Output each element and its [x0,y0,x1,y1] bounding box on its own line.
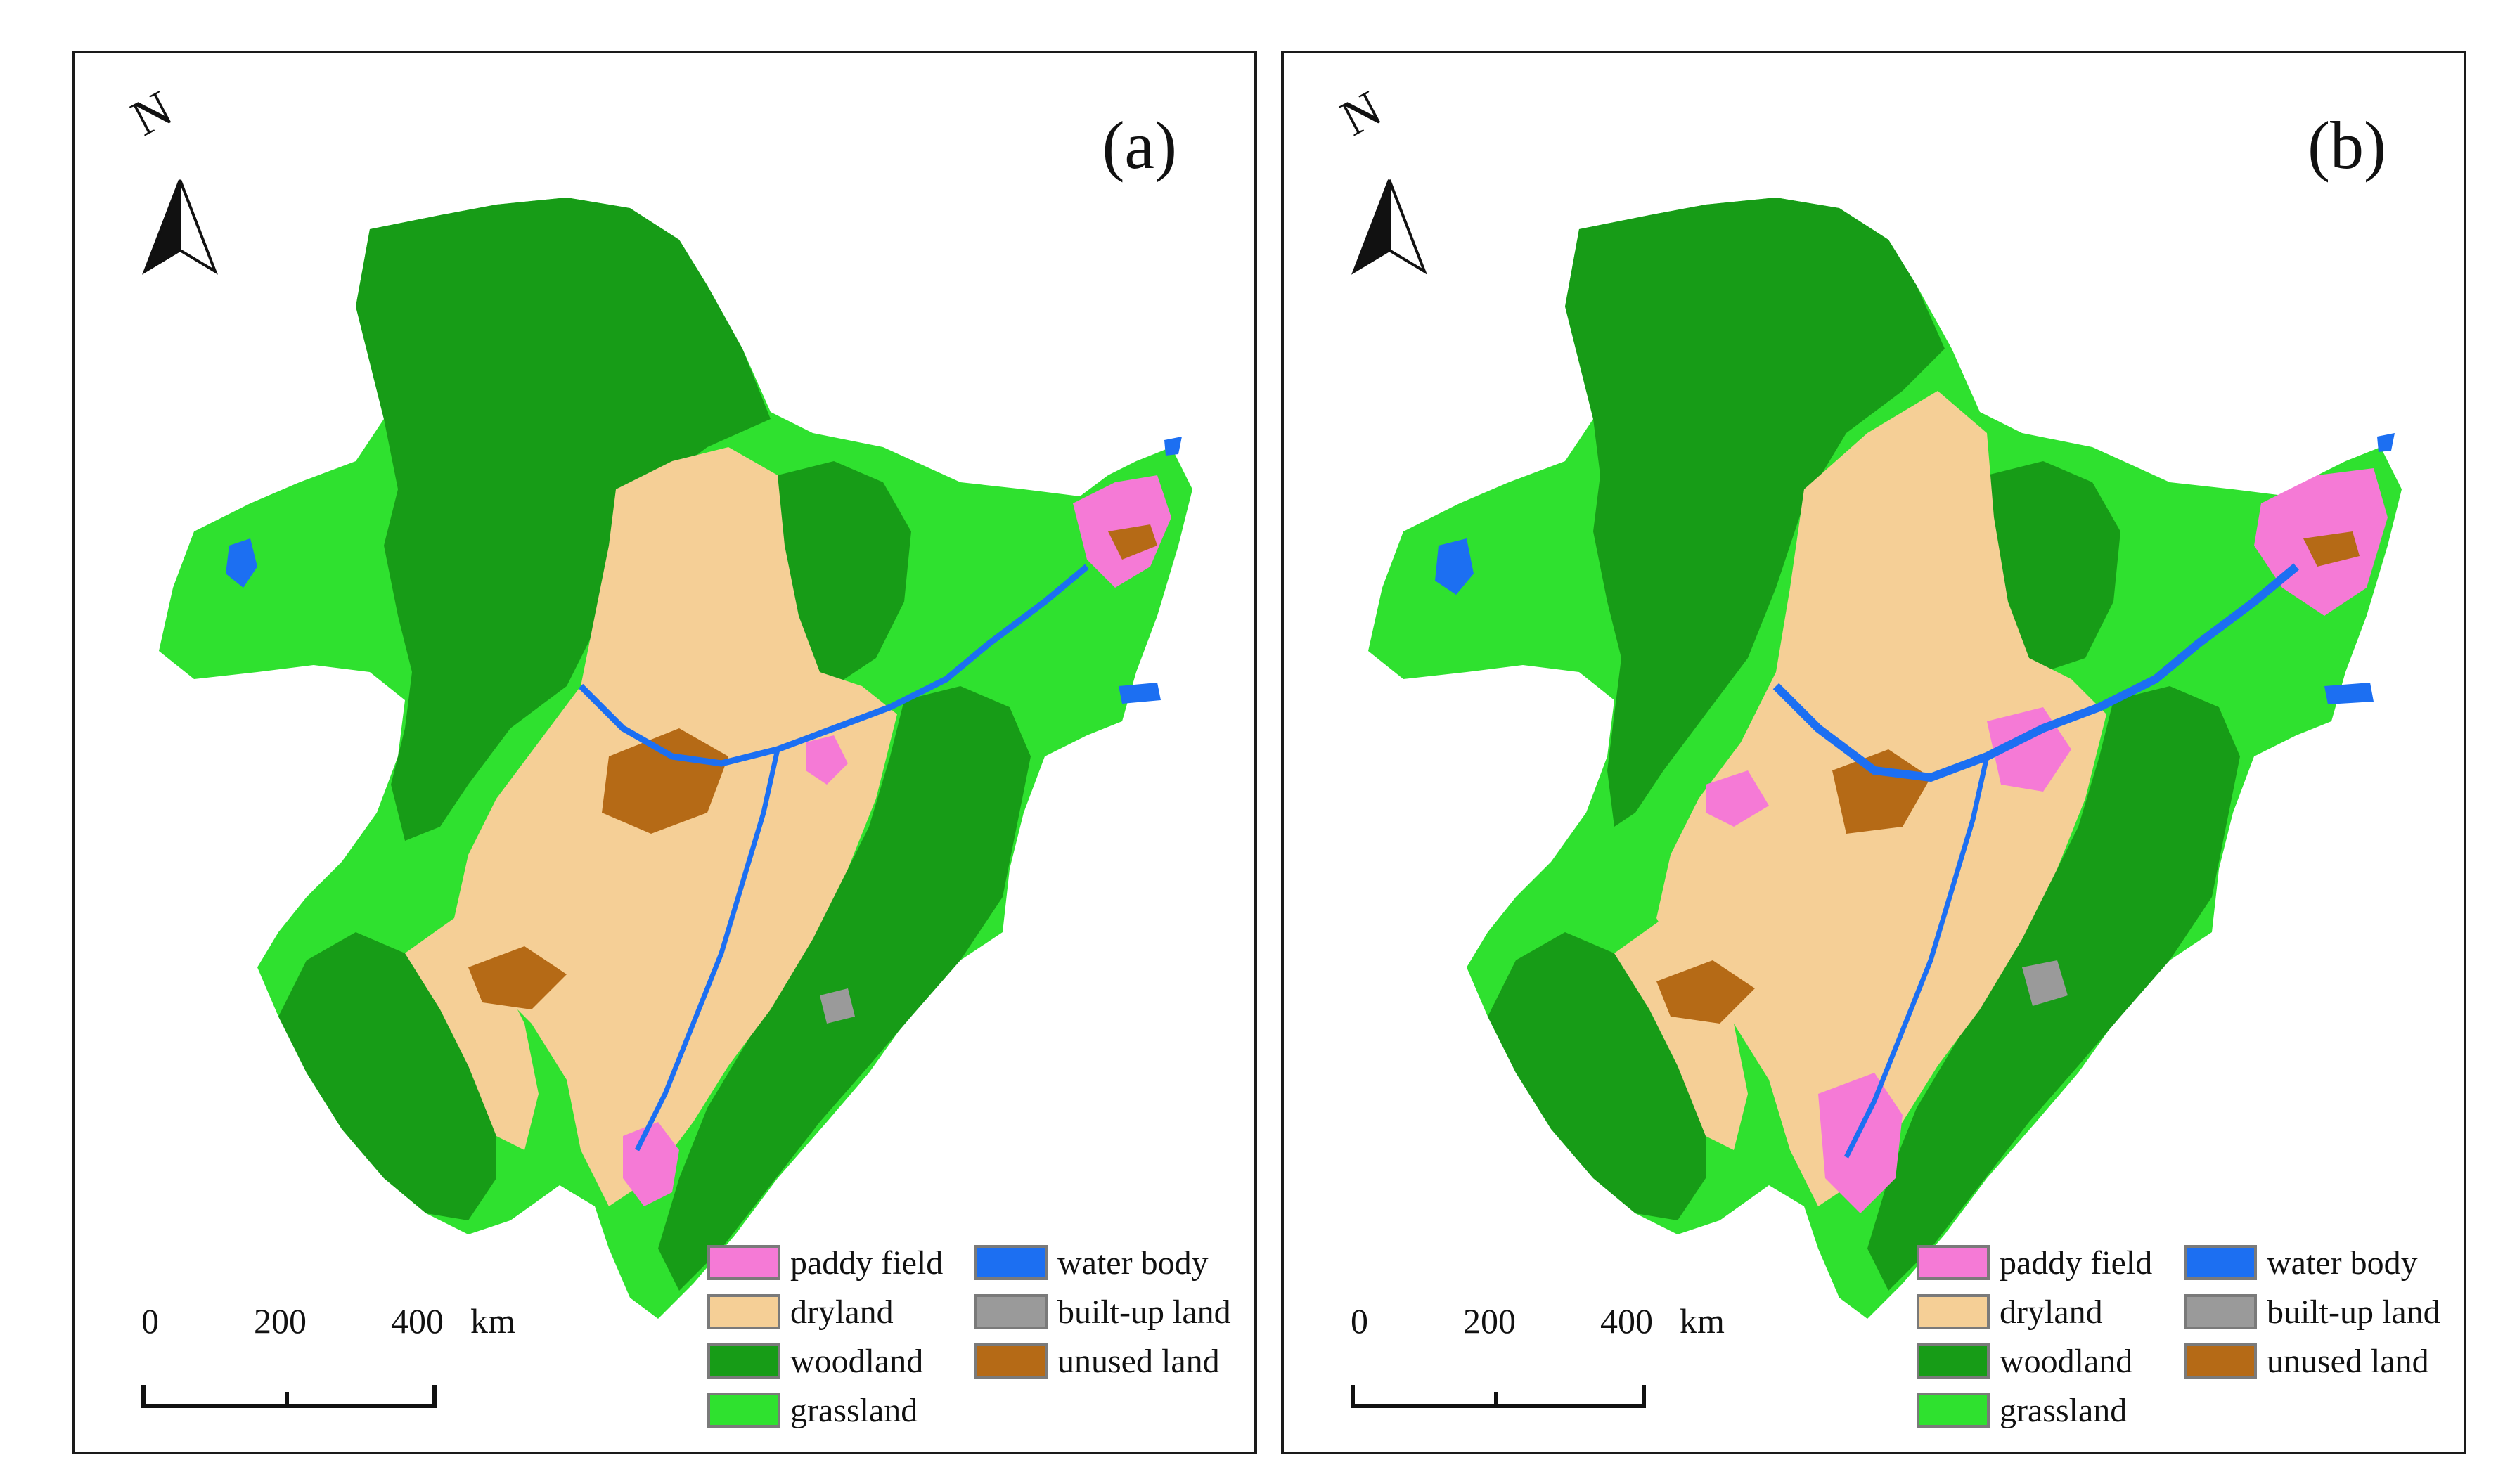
woodland-southwest [278,932,496,1220]
woodland-southwest [1488,932,1706,1220]
water-northeast [2377,433,2395,452]
legend-label: paddy field [790,1244,944,1282]
river-main [578,564,1089,767]
scale-bar: 0 200 400 km [1351,1301,1725,1427]
legend-item-paddy-field: paddy field [1917,1242,2152,1283]
legend-item-grassland: grassland [1917,1390,2127,1431]
builtup-patch [820,988,855,1024]
legend-label: dryland [790,1293,894,1331]
legend-item-dryland: dryland [707,1291,894,1332]
panel-label-b: (b) [2308,108,2386,183]
legend-item-built-up-land: built-up land [2184,1291,2440,1332]
legend-swatch [1917,1245,1990,1280]
land-use-map-b [1368,198,2402,1319]
legend-item-water-body: water body [974,1242,1209,1283]
legend-swatch [2184,1343,2257,1379]
woodland-north [356,198,771,841]
north-arrow-icon [1340,89,1431,299]
scale-tick-0: 0 [1351,1301,1368,1341]
legend-swatch [707,1393,780,1428]
water-lake-west [1435,538,1474,595]
legend-label: unused land [1057,1342,1220,1380]
legend-item-unused-land: unused land [2184,1341,2429,1381]
unused-west [1656,960,1755,1024]
woodland-east [778,461,911,686]
map-panel-a: N (a) 0 200 400 km paddy field dryland w… [72,51,1257,1454]
paddy-west [1706,770,1769,827]
scale-tick-0: 0 [141,1301,159,1341]
paddy-south [623,1122,679,1206]
river-south [634,749,780,1151]
legend: paddy field dryland woodland grassland w… [707,1242,1254,1446]
legend-item-built-up-land: built-up land [974,1291,1231,1332]
legend-label: grassland [2000,1391,2128,1429]
unused-west [468,946,567,1009]
legend-item-woodland: woodland [707,1341,923,1381]
dryland-west [1614,918,1748,1150]
unused-central [602,728,728,834]
scale-tick-200: 200 [254,1301,307,1341]
river-south [1843,756,1990,1159]
scale-line [141,1385,437,1408]
paddy-central [806,735,848,785]
scale-unit: km [470,1301,515,1341]
legend-swatch [974,1245,1048,1280]
legend-swatch [2184,1245,2257,1280]
water-east [1119,683,1161,704]
water-northeast [1164,437,1182,456]
legend-label: paddy field [2000,1244,2153,1282]
dryland-west [405,918,539,1150]
north-arrow-icon [131,89,222,299]
legend-swatch [1917,1343,1990,1379]
legend-label: built-up land [1057,1293,1231,1331]
water-east [2324,683,2374,704]
legend-label: woodland [790,1342,924,1380]
scale-line [1351,1385,1646,1408]
unused-northeast [2303,531,2360,567]
woodland-north [1565,198,1945,827]
unused-northeast [1108,524,1157,560]
water-lake-west [226,538,257,588]
legend-label: built-up land [2267,1293,2440,1331]
legend-item-unused-land: unused land [974,1341,1220,1381]
legend-swatch [974,1294,1048,1329]
legend-swatch [707,1245,780,1280]
land-use-map-a [159,198,1192,1319]
legend-label: woodland [2000,1342,2133,1380]
legend-label: unused land [2267,1342,2429,1380]
legend-swatch [974,1343,1048,1379]
legend: paddy field dryland woodland grassland w… [1917,1242,2464,1446]
scale-tick-400: 400 [1600,1301,1653,1341]
panel-label-a: (a) [1102,108,1177,183]
legend-swatch [1917,1393,1990,1428]
legend-swatch [707,1294,780,1329]
legend-item-dryland: dryland [1917,1291,2103,1332]
builtup-patch [2022,960,2068,1006]
scale-bar: 0 200 400 km [141,1301,515,1427]
paddy-south [1818,1073,1903,1213]
scale-tick-400: 400 [391,1301,444,1341]
scale-unit: km [1680,1301,1725,1341]
scale-tick-200: 200 [1463,1301,1516,1341]
river-main [1772,563,2299,782]
legend-item-water-body: water body [2184,1242,2418,1283]
woodland-southeast [658,686,1031,1291]
legend-item-woodland: woodland [1917,1341,2132,1381]
legend-swatch [2184,1294,2257,1329]
legend-label: grassland [790,1391,918,1429]
legend-swatch [1917,1294,1990,1329]
legend-label: dryland [2000,1293,2103,1331]
legend-item-grassland: grassland [707,1390,918,1431]
dryland-plain [454,447,897,1206]
map-panel-b: N (b) 0 200 400 km paddy field dryland w… [1281,51,2466,1454]
legend-label: water body [2267,1244,2418,1282]
woodland-east [1987,461,2120,672]
legend-swatch [707,1343,780,1379]
legend-item-paddy-field: paddy field [707,1242,943,1283]
legend-label: water body [1057,1244,1209,1282]
